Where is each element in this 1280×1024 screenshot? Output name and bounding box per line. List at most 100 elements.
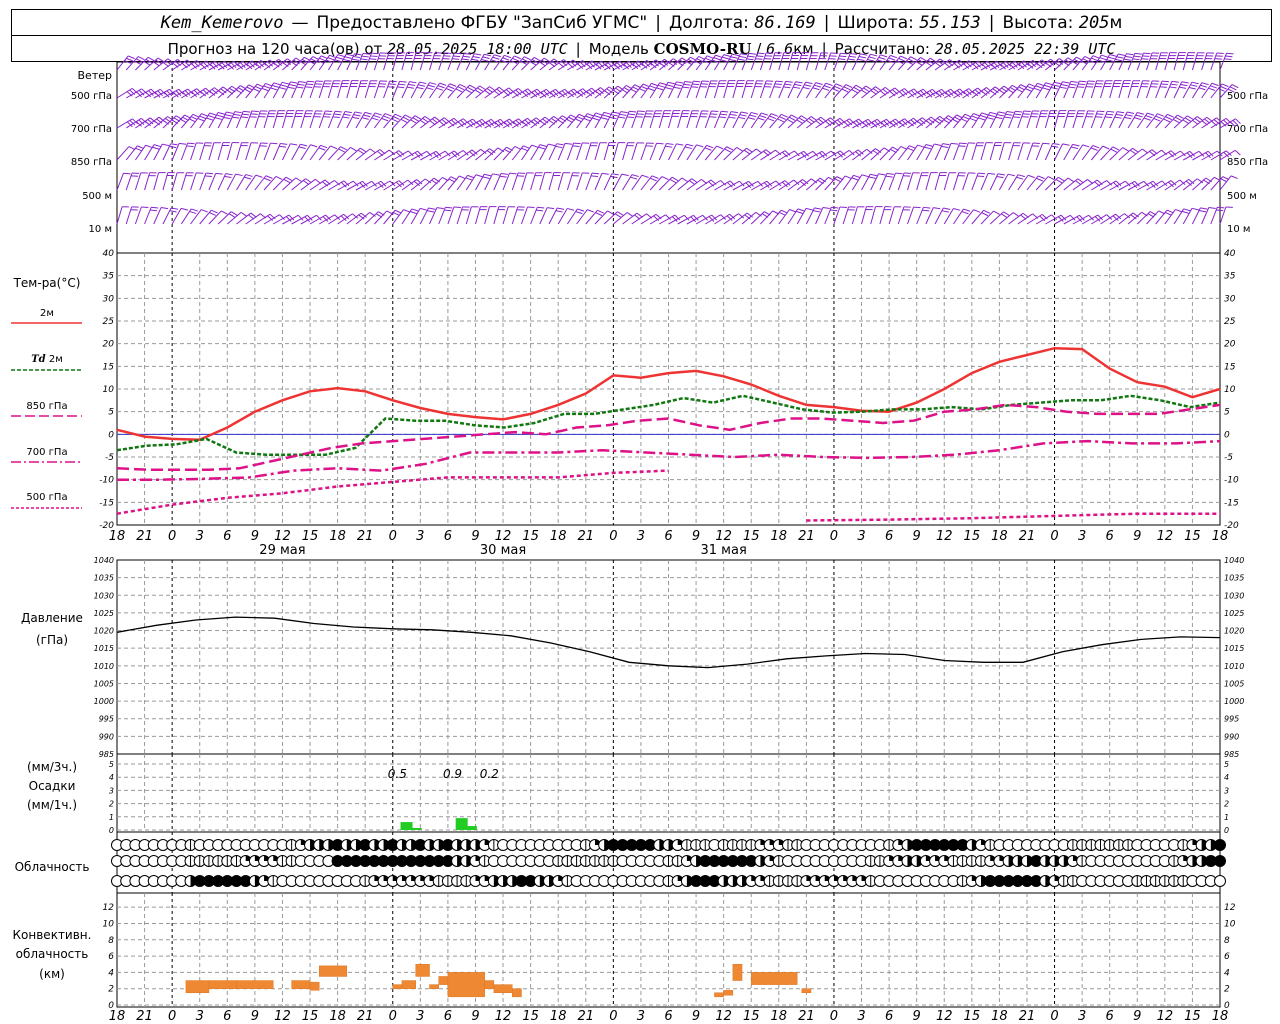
wind-barb-feather xyxy=(974,89,981,95)
wind-barb-feather xyxy=(1002,62,1009,69)
wind-barb-feather xyxy=(610,114,618,117)
wind-barb-feather xyxy=(637,60,644,67)
wind-barb-feather xyxy=(127,55,135,60)
wind-barb-feather xyxy=(1037,175,1045,180)
wind-barb xyxy=(980,173,989,191)
xtick-temp: 6 xyxy=(664,529,672,544)
wind-barb-feather xyxy=(475,174,483,178)
wind-barb-feather xyxy=(264,62,271,69)
wind-barb-feather xyxy=(273,62,280,68)
wind-barb xyxy=(337,147,351,161)
wind-barb xyxy=(1081,80,1089,99)
wind-barb xyxy=(447,175,460,191)
wind-barb-feather xyxy=(546,88,552,95)
xtick-temp: 12 xyxy=(936,529,953,544)
wind-barb-feather xyxy=(536,88,543,95)
wind-barb-feather xyxy=(445,88,453,92)
wind-barb-feather xyxy=(334,59,342,63)
wind-barb-feather xyxy=(1092,144,1100,149)
wind-barbs-layer xyxy=(116,52,1241,225)
legend-t700-label: 700 гПа xyxy=(26,447,67,458)
wind-barb xyxy=(897,56,911,71)
wind-barb-feather xyxy=(204,175,212,177)
wind-barb xyxy=(392,150,409,161)
wind-barb-feather xyxy=(1142,148,1149,154)
wind-barb xyxy=(291,214,308,225)
wind-barb-feather xyxy=(1181,210,1189,214)
wind-barb xyxy=(374,180,391,191)
wind-barb-feather xyxy=(788,116,796,121)
level-500m-label: 500 м xyxy=(82,191,112,202)
wind-barb xyxy=(346,180,363,191)
wind-barb xyxy=(778,209,790,225)
wind-barb-feather xyxy=(409,81,417,84)
wind-barb-feather xyxy=(798,117,806,122)
wind-barb-feather xyxy=(726,215,733,221)
xtick-conv: 21 xyxy=(578,1009,595,1024)
wind-barb-feather xyxy=(839,150,846,157)
wind-barb-feather xyxy=(1142,55,1150,57)
wind-barb xyxy=(622,212,638,225)
wind-barb-feather xyxy=(426,151,433,157)
wind-barb-feather xyxy=(784,150,791,156)
wind-barb xyxy=(456,149,473,161)
wind-barb-feather xyxy=(196,88,203,94)
wind-barb-feather xyxy=(167,58,174,64)
wind-barb-feather xyxy=(389,80,397,83)
wind-barb xyxy=(658,58,674,71)
xtick-conv: 21 xyxy=(136,1009,153,1024)
wind-barb-feather xyxy=(1134,52,1142,55)
wind-barb xyxy=(1035,176,1049,191)
wind-barb-feather xyxy=(667,81,675,85)
ytick-right-temp: -20 xyxy=(1224,521,1239,531)
wind-barb-feather xyxy=(1112,146,1120,151)
wind-barb xyxy=(392,81,401,99)
wind-barb-feather xyxy=(1045,62,1052,68)
wind-barb-feather xyxy=(445,206,453,209)
wind-barb-feather xyxy=(910,90,917,96)
wind-barb-feather xyxy=(846,119,853,126)
wind-barb-feather xyxy=(190,116,198,121)
wind-barb-feather xyxy=(287,86,295,90)
wind-barb xyxy=(879,146,893,161)
wind-barb-feather xyxy=(362,52,370,55)
xtick-temp: 18 xyxy=(991,529,1008,544)
wind-barb-feather xyxy=(319,57,326,62)
conv-box xyxy=(723,990,734,996)
wind-barb xyxy=(226,173,237,191)
wind-barb xyxy=(1127,180,1145,191)
ytick-pres: 1020 xyxy=(94,627,114,636)
wind-barb-feather xyxy=(469,120,476,126)
wind-barb-feather xyxy=(847,58,855,61)
wind-barb-feather xyxy=(696,144,704,148)
wind-barb-feather xyxy=(1171,80,1179,83)
xtick-temp: 18 xyxy=(771,529,788,544)
wind-barb-feather xyxy=(151,206,159,209)
wind-barb-feather xyxy=(855,120,862,126)
wind-barb-feather xyxy=(993,210,1000,215)
wind-barb-feather xyxy=(163,91,170,98)
wind-barb-feather xyxy=(427,84,435,88)
wind-barb-feather xyxy=(454,52,462,55)
xtick-conv: 9 xyxy=(913,1009,921,1024)
wind-barb-feather xyxy=(1192,119,1199,125)
wind-barb-feather xyxy=(346,53,354,57)
wind-barb-feather xyxy=(872,88,880,94)
wind-barb-feather xyxy=(1185,180,1192,186)
wind-barb xyxy=(171,208,182,225)
wind-barb-feather xyxy=(602,114,610,118)
wind-barb-feather xyxy=(988,114,996,118)
ytick-right-pres: 1010 xyxy=(1224,662,1244,671)
wind-barb xyxy=(1044,81,1055,99)
wind-barb-feather xyxy=(1157,113,1165,117)
wind-barb-feather xyxy=(1124,213,1131,219)
wind-barb-feather xyxy=(1190,84,1198,87)
wind-barb-feather xyxy=(977,60,984,67)
precip-bar xyxy=(464,826,477,830)
wind-barb-feather xyxy=(665,214,671,220)
wind-barb xyxy=(594,210,608,225)
wind-barb-feather xyxy=(739,55,747,59)
wind-barb-feather xyxy=(1125,180,1131,187)
ytick-pres: 1030 xyxy=(94,591,114,600)
xtick-conv: 18 xyxy=(1212,1009,1229,1024)
